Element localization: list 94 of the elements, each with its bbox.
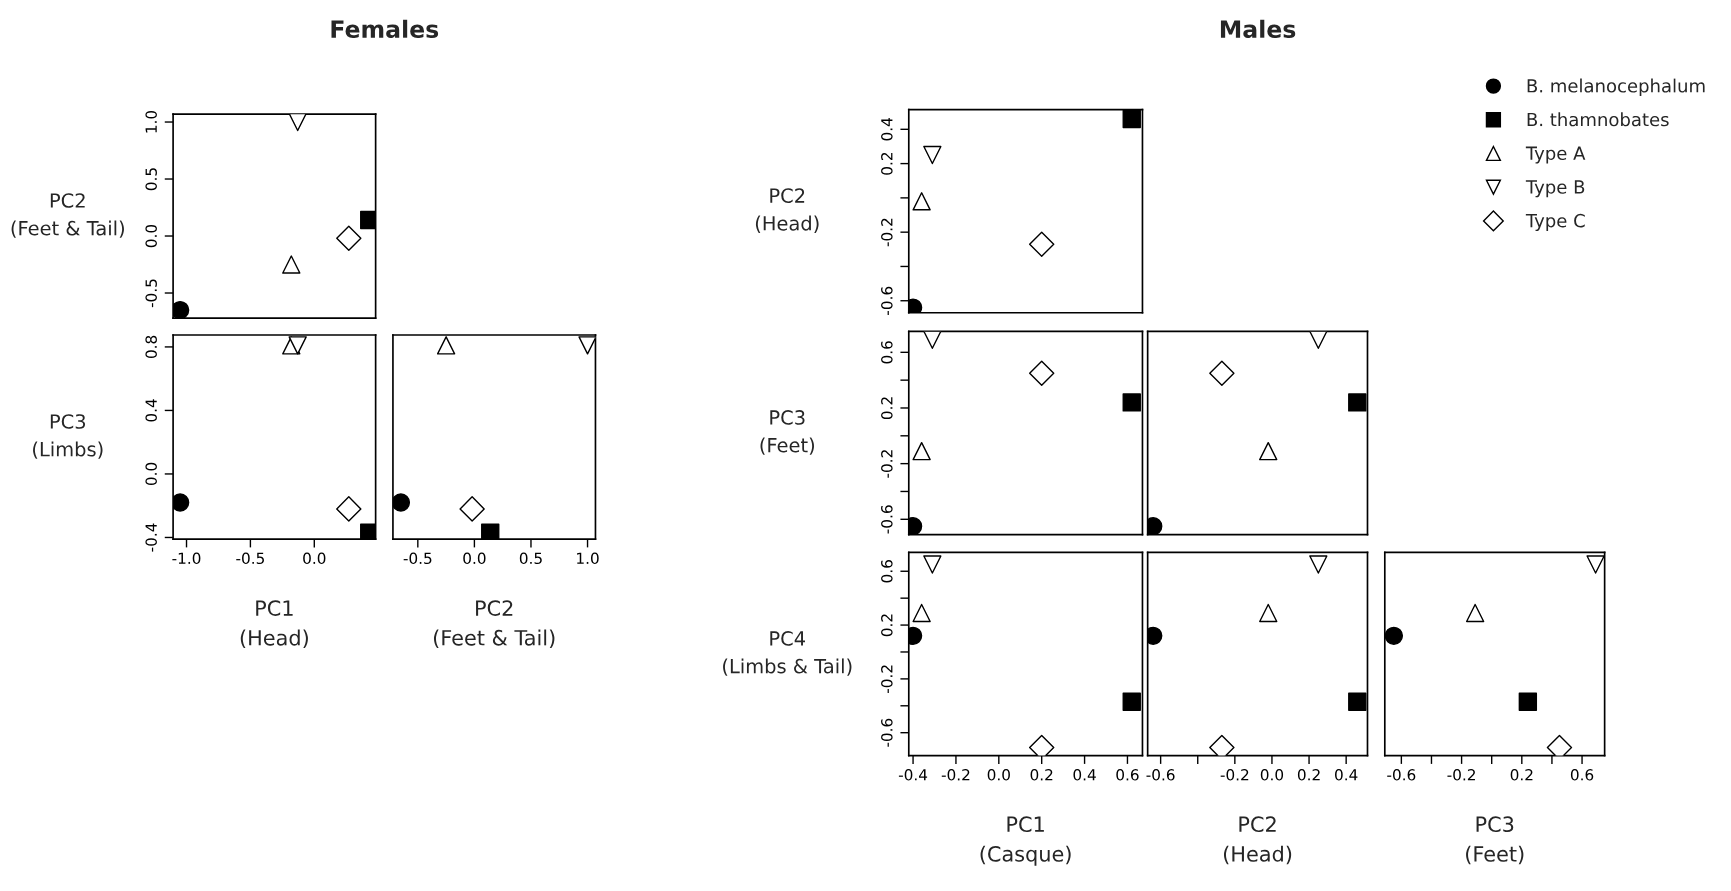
x-tick-label: -0.6 bbox=[1387, 769, 1416, 781]
y-tick-label: 0.2 bbox=[881, 152, 893, 175]
x-tick-label: 0.0 bbox=[987, 769, 1010, 781]
point bbox=[912, 192, 931, 211]
point bbox=[436, 336, 456, 355]
point bbox=[1586, 555, 1605, 574]
y-axis-title: PC2 (Head) bbox=[755, 188, 819, 233]
point bbox=[912, 603, 931, 623]
x-tick-label: 0.2 bbox=[1297, 769, 1320, 781]
x-tick-label: 0.5 bbox=[519, 552, 542, 565]
x-tick-label: 0.0 bbox=[303, 552, 326, 565]
point bbox=[1348, 692, 1367, 711]
x-tick-label: 1.0 bbox=[577, 552, 599, 565]
x-tick-label: -0.4 bbox=[898, 769, 928, 781]
point bbox=[336, 225, 362, 252]
y-tick-label: 0.4 bbox=[881, 118, 893, 141]
y-tick-label: 0.2 bbox=[881, 397, 893, 420]
legend-label: Type A bbox=[1525, 146, 1586, 164]
point bbox=[360, 210, 376, 230]
chart-title: Males bbox=[1220, 19, 1296, 39]
x-tick-label: 0.6 bbox=[1116, 769, 1139, 781]
x-axis-title: PC1 (Casque) bbox=[980, 816, 1071, 866]
point bbox=[1209, 360, 1235, 386]
y-tick-label: -0.6 bbox=[881, 286, 893, 315]
point bbox=[1309, 555, 1328, 574]
point bbox=[288, 336, 307, 355]
x-tick-label: 0.0 bbox=[463, 552, 486, 565]
x-tick-label: -1.0 bbox=[172, 552, 201, 565]
point bbox=[1518, 692, 1538, 711]
x-tick-label: -0.2 bbox=[1447, 769, 1475, 781]
y-tick-label: -0.6 bbox=[881, 505, 893, 534]
legend-label: Type C bbox=[1525, 213, 1585, 231]
point bbox=[1384, 626, 1404, 646]
y-tick-label: 0.5 bbox=[145, 168, 157, 191]
x-tick-label: -0.6 bbox=[1146, 769, 1175, 781]
point bbox=[1122, 692, 1141, 711]
point bbox=[1259, 603, 1278, 623]
y-tick-label: 0.0 bbox=[145, 462, 157, 486]
y-tick-label: -0.6 bbox=[881, 718, 893, 747]
point bbox=[481, 523, 500, 540]
point bbox=[459, 496, 485, 522]
y-tick-label: 0.2 bbox=[881, 614, 893, 637]
point bbox=[923, 145, 942, 165]
point bbox=[1259, 441, 1278, 461]
x-tick-label: 0.4 bbox=[1335, 769, 1358, 781]
point bbox=[173, 493, 190, 512]
y-tick-label: 1.0 bbox=[145, 110, 157, 133]
legend-label: B. melanocephalum bbox=[1527, 78, 1705, 97]
x-tick-label: 0.6 bbox=[1570, 769, 1594, 781]
y-tick-label: 0.6 bbox=[881, 341, 893, 364]
x-tick-label: 0.2 bbox=[1510, 769, 1533, 781]
point bbox=[392, 493, 411, 512]
point bbox=[1348, 393, 1367, 412]
x-tick-label: 0.2 bbox=[1030, 769, 1053, 781]
x-axis-title: PC1 (Head) bbox=[240, 600, 308, 649]
point bbox=[923, 331, 942, 350]
y-tick-label: -0.2 bbox=[881, 450, 893, 478]
y-axis-title: PC4 (Limbs & Tail) bbox=[723, 631, 852, 676]
x-tick-label: -0.2 bbox=[941, 769, 970, 781]
x-tick-label: -0.2 bbox=[1220, 769, 1249, 781]
point bbox=[288, 114, 307, 132]
y-tick-label: -0.2 bbox=[881, 218, 893, 247]
legend-label: B. thamnobates bbox=[1527, 112, 1669, 127]
y-axis-title: PC2 (Feet & Tail) bbox=[11, 193, 124, 238]
point bbox=[1147, 517, 1163, 535]
point bbox=[336, 496, 362, 522]
point bbox=[1122, 393, 1141, 412]
y-tick-label: -0.2 bbox=[881, 665, 893, 694]
x-tick-label: 0.0 bbox=[1260, 769, 1284, 781]
x-axis-title: PC3 (Feet) bbox=[1466, 816, 1524, 865]
point bbox=[923, 555, 942, 574]
point bbox=[282, 255, 301, 274]
point bbox=[578, 336, 596, 355]
y-tick-label: -0.5 bbox=[145, 279, 157, 308]
x-tick-label: 0.4 bbox=[1073, 769, 1096, 781]
point bbox=[173, 300, 190, 319]
x-tick-label: -0.5 bbox=[403, 552, 432, 565]
y-tick-label: 0.8 bbox=[145, 335, 157, 359]
point bbox=[1028, 360, 1055, 386]
y-axis-title: PC3 (Limbs) bbox=[33, 414, 103, 459]
point bbox=[912, 441, 931, 461]
x-axis-title: PC2 (Feet & Tail) bbox=[433, 600, 555, 649]
legend-label: Type B bbox=[1525, 180, 1585, 198]
point bbox=[1122, 109, 1141, 129]
point bbox=[360, 523, 376, 540]
y-axis-title: PC3 (Feet) bbox=[760, 410, 815, 455]
y-tick-label: 0.4 bbox=[145, 399, 157, 422]
y-tick-label: 0.0 bbox=[145, 224, 157, 248]
chart-title: Females bbox=[331, 19, 439, 39]
x-tick-label: -0.5 bbox=[236, 552, 264, 565]
x-axis-title: PC2 (Head) bbox=[1223, 816, 1292, 865]
point bbox=[1028, 231, 1055, 257]
point bbox=[1465, 603, 1485, 623]
point bbox=[1147, 626, 1163, 646]
